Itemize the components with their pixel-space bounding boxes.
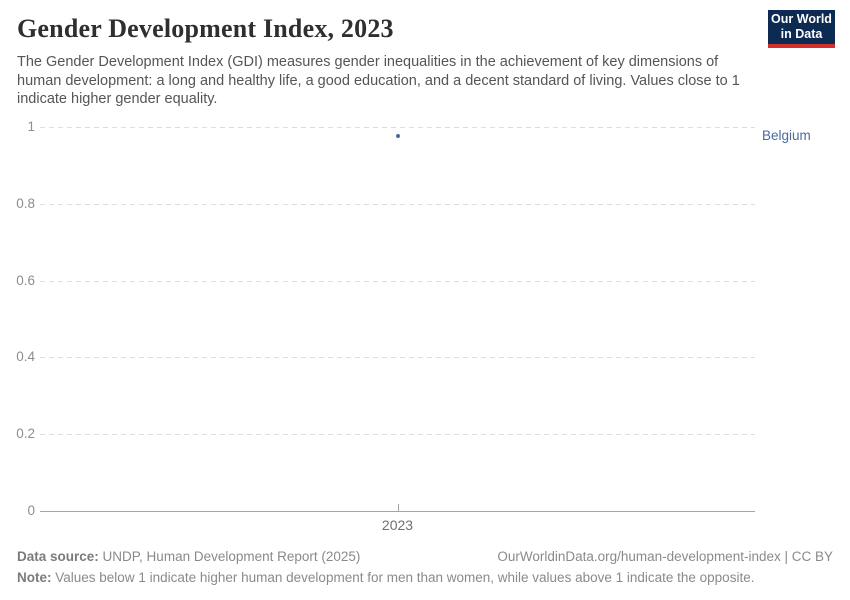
note-text: Values below 1 indicate higher human dev… <box>55 570 755 585</box>
citation-link[interactable]: OurWorldinData.org/human-development-ind… <box>497 549 833 564</box>
y-axis-tick-label: 1 <box>27 119 35 134</box>
data-source-line: Data source: UNDP, Human Development Rep… <box>17 548 360 565</box>
y-axis-tick-label: 0 <box>27 503 35 518</box>
owid-logo-line2: in Data <box>780 27 823 41</box>
y-axis-tick-label: 0.6 <box>16 272 35 288</box>
gridline <box>40 434 755 436</box>
x-axis-tick <box>397 504 399 511</box>
gridline <box>40 127 755 128</box>
y-axis-tick-label: 0.4 <box>16 349 35 365</box>
owid-logo-box: Our World in Data <box>768 10 835 44</box>
page-title: Gender Development Index, 2023 <box>17 14 394 43</box>
gridline <box>40 280 755 282</box>
y-axis-tick-label: 0.2 <box>16 426 35 442</box>
gridline <box>40 203 755 205</box>
owid-logo-line1: Our World <box>771 12 832 26</box>
note-label: Note: <box>17 570 52 585</box>
data-point-belgium[interactable] <box>395 133 400 138</box>
y-axis-tick-label: 0.8 <box>16 195 35 211</box>
data-source-label: Data source: <box>17 549 99 564</box>
note-line: Note: Values below 1 indicate higher hum… <box>17 570 754 585</box>
chart-footer: Data source: UNDP, Human Development Rep… <box>17 548 833 586</box>
chart-subtitle: The Gender Development Index (GDI) measu… <box>17 54 740 107</box>
x-axis-line <box>40 511 755 512</box>
entity-label-belgium[interactable]: Belgium <box>762 127 811 143</box>
x-axis-tick-label: 2023 <box>381 517 414 533</box>
gridline <box>40 357 755 359</box>
data-source-text: UNDP, Human Development Report (2025) <box>102 549 361 564</box>
owid-logo-stripe <box>768 44 835 48</box>
owid-logo[interactable]: Our World in Data <box>768 10 835 48</box>
